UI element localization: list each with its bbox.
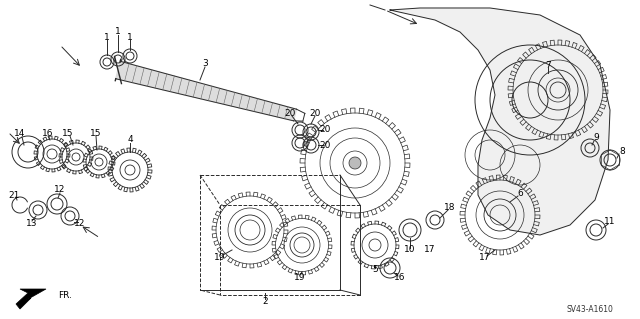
Text: SV43-A1610: SV43-A1610 bbox=[566, 305, 613, 314]
Text: 8: 8 bbox=[619, 147, 625, 157]
Text: 19: 19 bbox=[214, 254, 226, 263]
Text: FR.: FR. bbox=[58, 291, 72, 300]
Text: 4: 4 bbox=[127, 136, 133, 145]
Text: 1: 1 bbox=[127, 33, 133, 41]
Text: 21: 21 bbox=[8, 190, 20, 199]
Polygon shape bbox=[16, 289, 46, 309]
Text: 17: 17 bbox=[424, 246, 436, 255]
Text: 13: 13 bbox=[26, 219, 38, 227]
Text: 20: 20 bbox=[319, 140, 331, 150]
Polygon shape bbox=[390, 8, 610, 235]
Text: 12: 12 bbox=[54, 186, 66, 195]
Text: 19: 19 bbox=[294, 273, 306, 283]
Text: 5: 5 bbox=[372, 265, 378, 275]
Text: 6: 6 bbox=[517, 189, 523, 197]
Text: 15: 15 bbox=[62, 129, 74, 137]
Text: 20: 20 bbox=[319, 125, 331, 135]
Text: 2: 2 bbox=[262, 298, 268, 307]
Text: 20: 20 bbox=[309, 108, 321, 117]
Text: 12: 12 bbox=[74, 219, 86, 228]
Circle shape bbox=[349, 157, 361, 169]
Text: 16: 16 bbox=[42, 129, 54, 137]
Text: 1: 1 bbox=[104, 33, 110, 41]
Polygon shape bbox=[116, 61, 296, 121]
Text: 9: 9 bbox=[593, 133, 599, 143]
Text: 1: 1 bbox=[115, 27, 121, 36]
Text: 17: 17 bbox=[479, 254, 491, 263]
Text: 10: 10 bbox=[404, 246, 416, 255]
Text: 11: 11 bbox=[604, 218, 616, 226]
Text: 16: 16 bbox=[394, 273, 406, 283]
Text: 14: 14 bbox=[14, 129, 26, 137]
Text: 20: 20 bbox=[284, 108, 296, 117]
Text: 3: 3 bbox=[202, 58, 208, 68]
Text: 18: 18 bbox=[444, 204, 456, 212]
Text: 15: 15 bbox=[90, 129, 102, 137]
Text: 7: 7 bbox=[545, 61, 551, 70]
